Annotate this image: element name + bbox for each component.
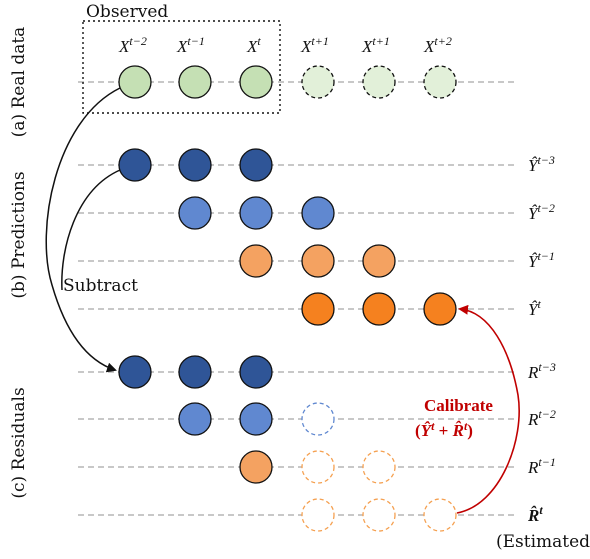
node-pred-2-c	[301, 196, 335, 230]
node-res-4-c-estimated	[423, 498, 457, 532]
calibrate-formula-rhat: R̂	[452, 421, 464, 440]
residual-nodes	[118, 355, 457, 532]
calibrate-formula-yhat-sup: t	[431, 419, 435, 433]
header-x-t: Xt	[246, 34, 261, 56]
node-res-4-b-estimated	[362, 498, 396, 532]
real-data-nodes	[118, 65, 457, 99]
row-labels: Ŷt−3 Ŷt−2 Ŷt−1 Ŷt Rt−3 Rt−2 Rt−1 R̂t	[527, 153, 556, 525]
row-label-rhat-t: R̂t	[527, 503, 543, 525]
node-real-t-plus-1-a	[301, 65, 335, 99]
node-pred-3-b	[301, 244, 335, 278]
row-label-yhat-t-minus-3-sup: t−3	[537, 153, 554, 167]
header-x-t-plus-2-sup: t+2	[434, 34, 451, 48]
node-res-1-c	[239, 355, 273, 389]
subtract-arrows	[45, 87, 121, 373]
node-real-t-plus-2	[423, 65, 457, 99]
observed-box	[82, 20, 281, 114]
header-x-t-minus-2: Xt−2	[118, 34, 147, 56]
node-pred-3-a	[239, 244, 273, 278]
row-label-yhat-t-minus-2: Ŷt−2	[528, 201, 555, 223]
header-x-t-minus-1-sup: t−1	[187, 34, 204, 48]
section-label-predictions: (b) Predictions	[9, 171, 29, 298]
node-res-2-a	[178, 402, 212, 436]
row-label-r-t-minus-3-sup: t−3	[538, 360, 555, 374]
node-pred-1-a	[118, 148, 152, 182]
calibrate-label: Calibrate	[424, 396, 493, 415]
row-label-r-t-minus-1-sup: t−1	[538, 455, 555, 469]
node-pred-2-b	[239, 196, 273, 230]
node-real-t	[239, 65, 273, 99]
node-res-2-c-estimated	[301, 402, 335, 436]
column-headers: Xt−2 Xt−1 Xt Xt+1 Xt+1 Xt+2	[118, 34, 452, 56]
node-res-3-c-estimated	[362, 450, 396, 484]
row-label-yhat-t-minus-2-sup: t−2	[537, 201, 554, 215]
node-res-3-b-estimated	[301, 450, 335, 484]
header-x-t-minus-2-sup: t−2	[129, 34, 146, 48]
section-label-residuals: (c) Residuals	[9, 387, 29, 498]
node-pred-4-c	[423, 292, 457, 326]
header-x-t-plus-1-b-sup: t+1	[372, 34, 389, 48]
node-res-1-a	[118, 355, 152, 389]
calibrate-formula: (Ŷt + R̂t)	[415, 419, 473, 440]
row-label-yhat-t-sup: t	[537, 297, 541, 311]
node-res-3-a	[239, 450, 273, 484]
node-pred-2-a	[178, 196, 212, 230]
row-label-r-t-minus-1: Rt−1	[527, 455, 556, 477]
node-pred-1-c	[239, 148, 273, 182]
node-pred-4-b	[362, 292, 396, 326]
calibrate-formula-close: )	[467, 421, 473, 440]
node-pred-1-b	[178, 148, 212, 182]
row-label-yhat-t: Ŷt	[528, 297, 541, 319]
observed-label: Observed	[86, 2, 168, 22]
node-real-t-minus-2	[118, 65, 152, 99]
header-x-t-sup: t	[257, 34, 261, 48]
prediction-nodes	[118, 148, 457, 326]
header-x-t-plus-1-a-sup: t+1	[311, 34, 328, 48]
row-label-yhat-t-minus-3: Ŷt−3	[528, 153, 555, 175]
row-label-r-t-minus-2: Rt−2	[527, 407, 556, 429]
node-real-t-minus-1	[178, 65, 212, 99]
calibrate-formula-plus: +	[434, 421, 452, 440]
subtract-curve-from-real	[45, 87, 121, 373]
node-res-1-b	[178, 355, 212, 389]
row-label-yhat-t-minus-1-sup: t−1	[537, 249, 554, 263]
section-label-real: (a) Real data	[9, 27, 29, 138]
calibrate-formula-rhat-sup: t	[464, 419, 468, 433]
header-x-t-plus-1-b: Xt+1	[361, 34, 390, 56]
subtract-curve-from-pred	[61, 169, 121, 291]
estimated-label: (Estimated)	[496, 532, 590, 552]
node-pred-4-a	[301, 292, 335, 326]
header-x-t-plus-2: Xt+2	[423, 34, 452, 56]
header-x-t-minus-1: Xt−1	[176, 34, 205, 56]
row-label-yhat-t-minus-1: Ŷt−1	[528, 249, 555, 271]
node-res-2-b	[239, 402, 273, 436]
node-res-4-a-estimated	[301, 498, 335, 532]
node-pred-3-c	[362, 244, 396, 278]
calibrate-arrow	[456, 304, 520, 514]
row-label-r-t-minus-2-sup: t−2	[538, 407, 555, 421]
calibrate-formula-yhat: Ŷ	[421, 421, 433, 440]
node-real-t-plus-1-b	[362, 65, 396, 99]
row-label-rhat-t-sup: t	[539, 503, 543, 517]
header-x-t-plus-1-a: Xt+1	[300, 34, 329, 56]
subtract-label: Subtract	[63, 276, 138, 296]
row-label-r-t-minus-3: Rt−3	[527, 360, 556, 382]
